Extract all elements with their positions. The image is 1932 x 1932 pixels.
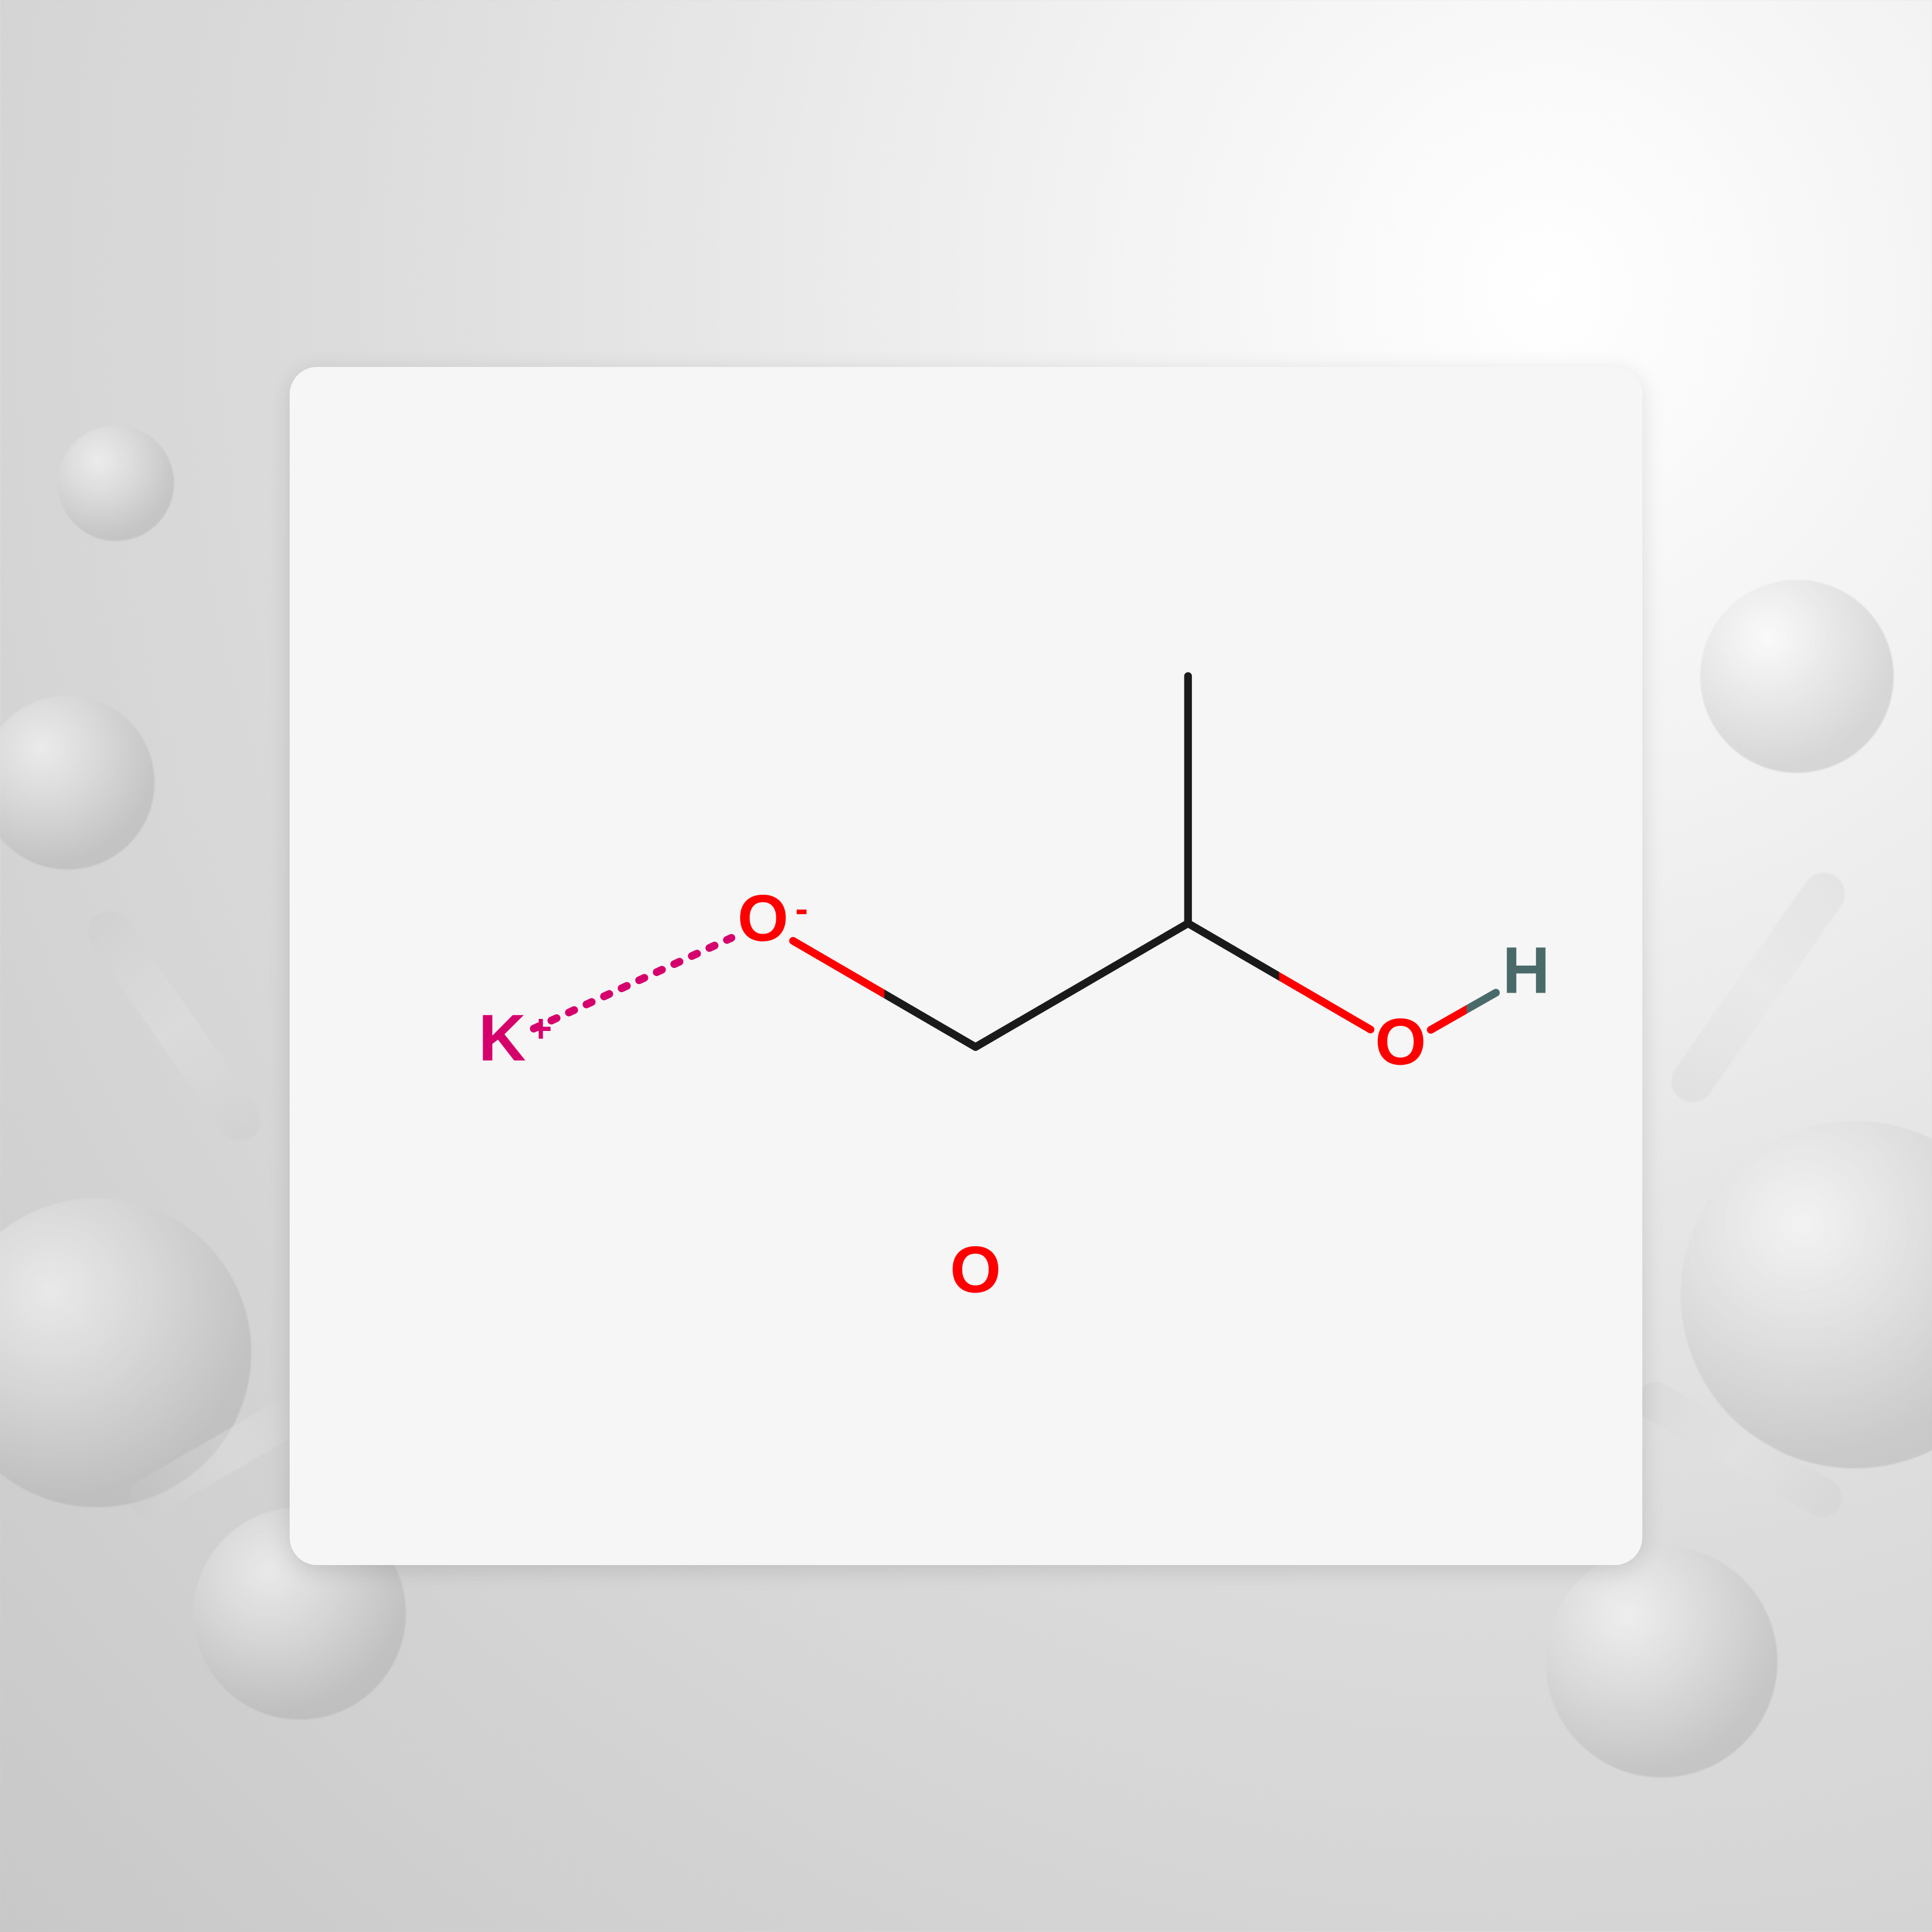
atom-label-o_double: O	[950, 1234, 1001, 1307]
atom-label-o_hydroxyl: O	[1375, 1006, 1426, 1079]
bg-bond	[1663, 864, 1853, 1111]
atom-charge-k: +	[530, 1008, 552, 1050]
bg-sphere	[58, 425, 174, 542]
bg-sphere	[1546, 1546, 1777, 1777]
atom-label-h: H	[1503, 934, 1550, 1008]
bg-sphere	[1700, 580, 1894, 773]
bg-sphere	[0, 696, 155, 870]
bg-bond	[79, 903, 269, 1149]
atom-charge-o_minus: -	[795, 888, 808, 931]
structure-card: K+O-OOH	[290, 367, 1642, 1565]
atom-label-k: K	[479, 1002, 526, 1075]
atom-label-o_minus: O	[737, 882, 788, 955]
chemical-structure-diagram: K+O-OOH	[290, 367, 1642, 1565]
atoms-group: K+O-OOH	[479, 882, 1550, 1307]
bonds-group	[534, 676, 1496, 1240]
